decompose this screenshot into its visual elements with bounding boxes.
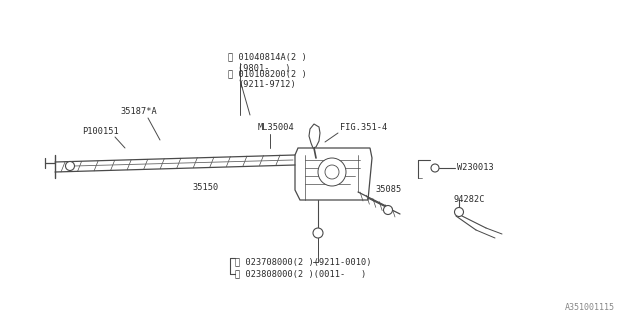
Text: 94282C: 94282C: [453, 196, 484, 204]
Polygon shape: [295, 148, 372, 200]
Circle shape: [325, 165, 339, 179]
Text: P100151: P100151: [82, 127, 119, 137]
Polygon shape: [309, 124, 320, 148]
Circle shape: [454, 207, 463, 217]
Text: 35187*A: 35187*A: [120, 108, 157, 116]
Text: W230013: W230013: [457, 164, 493, 172]
Text: Ⓑ 010108200(2 ): Ⓑ 010108200(2 ): [228, 69, 307, 78]
Text: Ⓑ 01040814A(2 ): Ⓑ 01040814A(2 ): [228, 52, 307, 61]
Circle shape: [65, 162, 74, 171]
Text: Ⓝ 023808000(2 )(0011-   ): Ⓝ 023808000(2 )(0011- ): [235, 269, 366, 278]
Text: A351001115: A351001115: [565, 303, 615, 313]
Circle shape: [318, 158, 346, 186]
Text: 35085: 35085: [375, 186, 401, 195]
Text: 35150: 35150: [192, 183, 218, 193]
Text: ML35004: ML35004: [258, 124, 295, 132]
Text: (9211-9712): (9211-9712): [238, 81, 296, 90]
Circle shape: [383, 205, 392, 214]
Text: FIG.351-4: FIG.351-4: [340, 124, 387, 132]
Text: (9801-   ): (9801- ): [238, 63, 291, 73]
Circle shape: [313, 228, 323, 238]
Circle shape: [431, 164, 439, 172]
Text: Ⓝ 023708000(2 )(9211-0010): Ⓝ 023708000(2 )(9211-0010): [235, 258, 371, 267]
